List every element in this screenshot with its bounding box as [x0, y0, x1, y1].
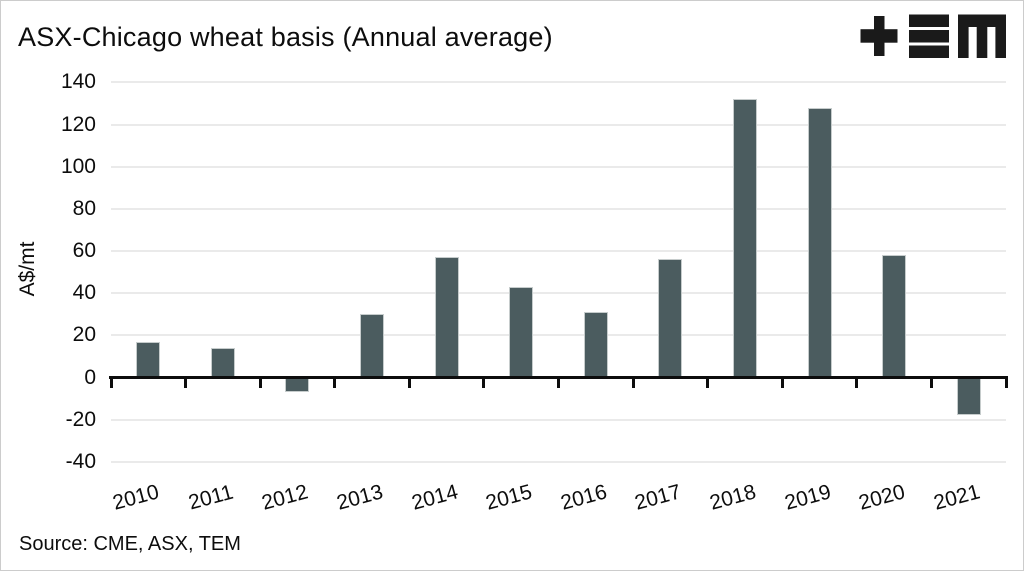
bar [956, 377, 981, 416]
y-axis-tick-label: 140 [60, 70, 96, 94]
x-axis-tick [557, 376, 560, 388]
x-axis-label: 2020 [856, 480, 908, 515]
y-axis-tick-label: 0 [84, 365, 96, 389]
y-axis-tick-label: 20 [72, 323, 96, 347]
gridline [111, 250, 1006, 253]
plus-icon [860, 16, 898, 56]
x-axis-tick [929, 376, 933, 388]
x-axis-tick [855, 376, 859, 388]
gridline [111, 334, 1006, 337]
bar [136, 341, 161, 378]
x-axis-label: 2013 [334, 480, 386, 515]
x-axis-tick [258, 376, 262, 388]
y-axis-tick-label: -20 [65, 407, 96, 431]
bar [434, 257, 459, 378]
gridline [111, 418, 1006, 421]
gridline [111, 165, 1006, 168]
x-axis-label: 2019 [781, 480, 833, 515]
gridline [111, 81, 1006, 84]
x-axis-tick [109, 376, 113, 388]
x-axis-label: 2011 [185, 480, 236, 515]
x-axis-tick [631, 376, 635, 388]
x-axis-tick [407, 376, 411, 388]
bar [509, 286, 534, 378]
bar [658, 259, 683, 378]
y-axis-tick-label: 60 [72, 239, 96, 263]
gridline [111, 207, 1006, 210]
x-axis-label: 2021 [931, 480, 983, 515]
y-axis-tick-label: 80 [72, 196, 96, 220]
chart-title: ASX-Chicago wheat basis (Annual average) [18, 22, 553, 52]
x-axis-tick [482, 376, 486, 388]
x-axis-tick [184, 376, 188, 388]
y-axis-tick-label: -40 [65, 449, 96, 473]
bar [882, 255, 907, 378]
bar [807, 107, 832, 378]
y-axis-tick-label: 120 [60, 112, 96, 136]
x-axis-label: 2016 [558, 480, 610, 515]
x-axis-label: 2015 [483, 480, 535, 515]
x-axis-tick [1004, 376, 1008, 388]
bar [583, 312, 608, 378]
x-axis-label: 2017 [632, 480, 684, 515]
tem-logo [860, 14, 1006, 58]
m-icon [958, 14, 1006, 58]
bar [360, 314, 385, 378]
gridline [111, 292, 1006, 295]
x-axis-tick [780, 376, 784, 388]
x-axis-label: 2012 [259, 480, 311, 515]
bar [210, 347, 235, 378]
x-axis-label: 2010 [110, 480, 162, 515]
x-axis-label: 2018 [707, 480, 759, 515]
y-axis-tick-label: 40 [72, 281, 96, 305]
y-axis-tick-label: 100 [60, 154, 96, 178]
gridline [111, 123, 1006, 126]
x-axis-tick [706, 376, 710, 388]
bar [732, 99, 757, 378]
source-note: Source: CME, ASX, TEM [19, 533, 241, 555]
x-axis-label: 2014 [408, 480, 461, 515]
bar [285, 377, 310, 393]
triple-bar-icon [909, 14, 949, 58]
gridline [111, 460, 1006, 463]
x-axis-tick [333, 376, 337, 388]
